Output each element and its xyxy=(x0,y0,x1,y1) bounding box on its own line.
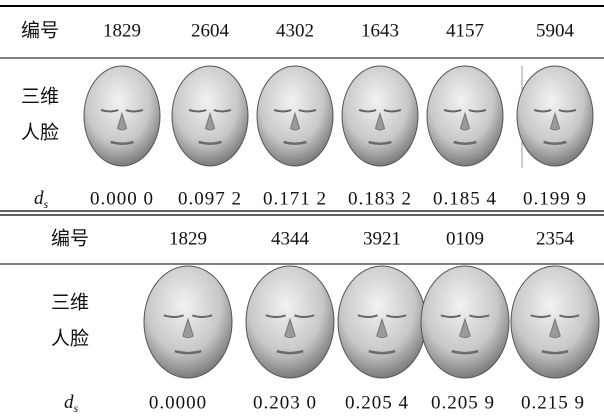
face-id: 1643 xyxy=(361,20,399,41)
face-image xyxy=(511,266,599,378)
face-id: 3921 xyxy=(363,228,401,249)
distance-value: 0.183 2 xyxy=(348,188,412,209)
distance-label: ds xyxy=(64,392,79,414)
distance-value: 0.171 2 xyxy=(263,188,327,209)
face-image xyxy=(84,66,160,166)
face-image xyxy=(257,66,333,166)
face-id: 1829 xyxy=(103,20,141,41)
distance-value: 0.199 9 xyxy=(523,188,587,209)
face-image xyxy=(246,266,334,378)
distance-value: 0.185 4 xyxy=(433,188,497,209)
row-label: 人脸 xyxy=(21,121,59,143)
distance-subscript: s xyxy=(44,197,49,211)
face-id: 1829 xyxy=(169,228,207,249)
face-image xyxy=(342,66,418,166)
face-image xyxy=(144,266,232,378)
distance-value: 0.097 2 xyxy=(178,188,242,209)
distance-value: 0.215 9 xyxy=(521,392,585,413)
face-id: 4302 xyxy=(276,20,314,41)
distance-subscript: s xyxy=(74,401,79,415)
face-id: 4157 xyxy=(446,20,484,41)
distance-value: 0.000 0 xyxy=(90,188,154,209)
distance-value: 0.0000 xyxy=(149,392,207,413)
face-image xyxy=(172,66,248,166)
distance-value: 0.205 4 xyxy=(345,392,409,413)
row-label: 三维 xyxy=(21,85,59,107)
distance-symbol: d xyxy=(64,392,74,413)
face-image xyxy=(517,66,593,166)
face-image xyxy=(338,266,426,378)
distance-symbol: d xyxy=(34,188,44,209)
distance-value: 0.203 0 xyxy=(253,392,317,413)
row-label: 人脸 xyxy=(51,327,89,349)
table-figure: 编号182926044302164341575904三维人脸ds0.000 00… xyxy=(0,0,604,420)
face-id: 2354 xyxy=(536,228,575,249)
face-image xyxy=(421,266,509,378)
face-id: 4344 xyxy=(271,228,310,249)
face-id: 0109 xyxy=(446,228,484,249)
header-label: 编号 xyxy=(51,227,89,249)
distance-value: 0.205 9 xyxy=(431,392,495,413)
face-image xyxy=(427,66,503,166)
header-label: 编号 xyxy=(21,19,59,41)
distance-label: ds xyxy=(34,188,49,210)
face-id: 5904 xyxy=(536,20,575,41)
row-label: 三维 xyxy=(51,291,89,313)
face-id: 2604 xyxy=(191,20,230,41)
